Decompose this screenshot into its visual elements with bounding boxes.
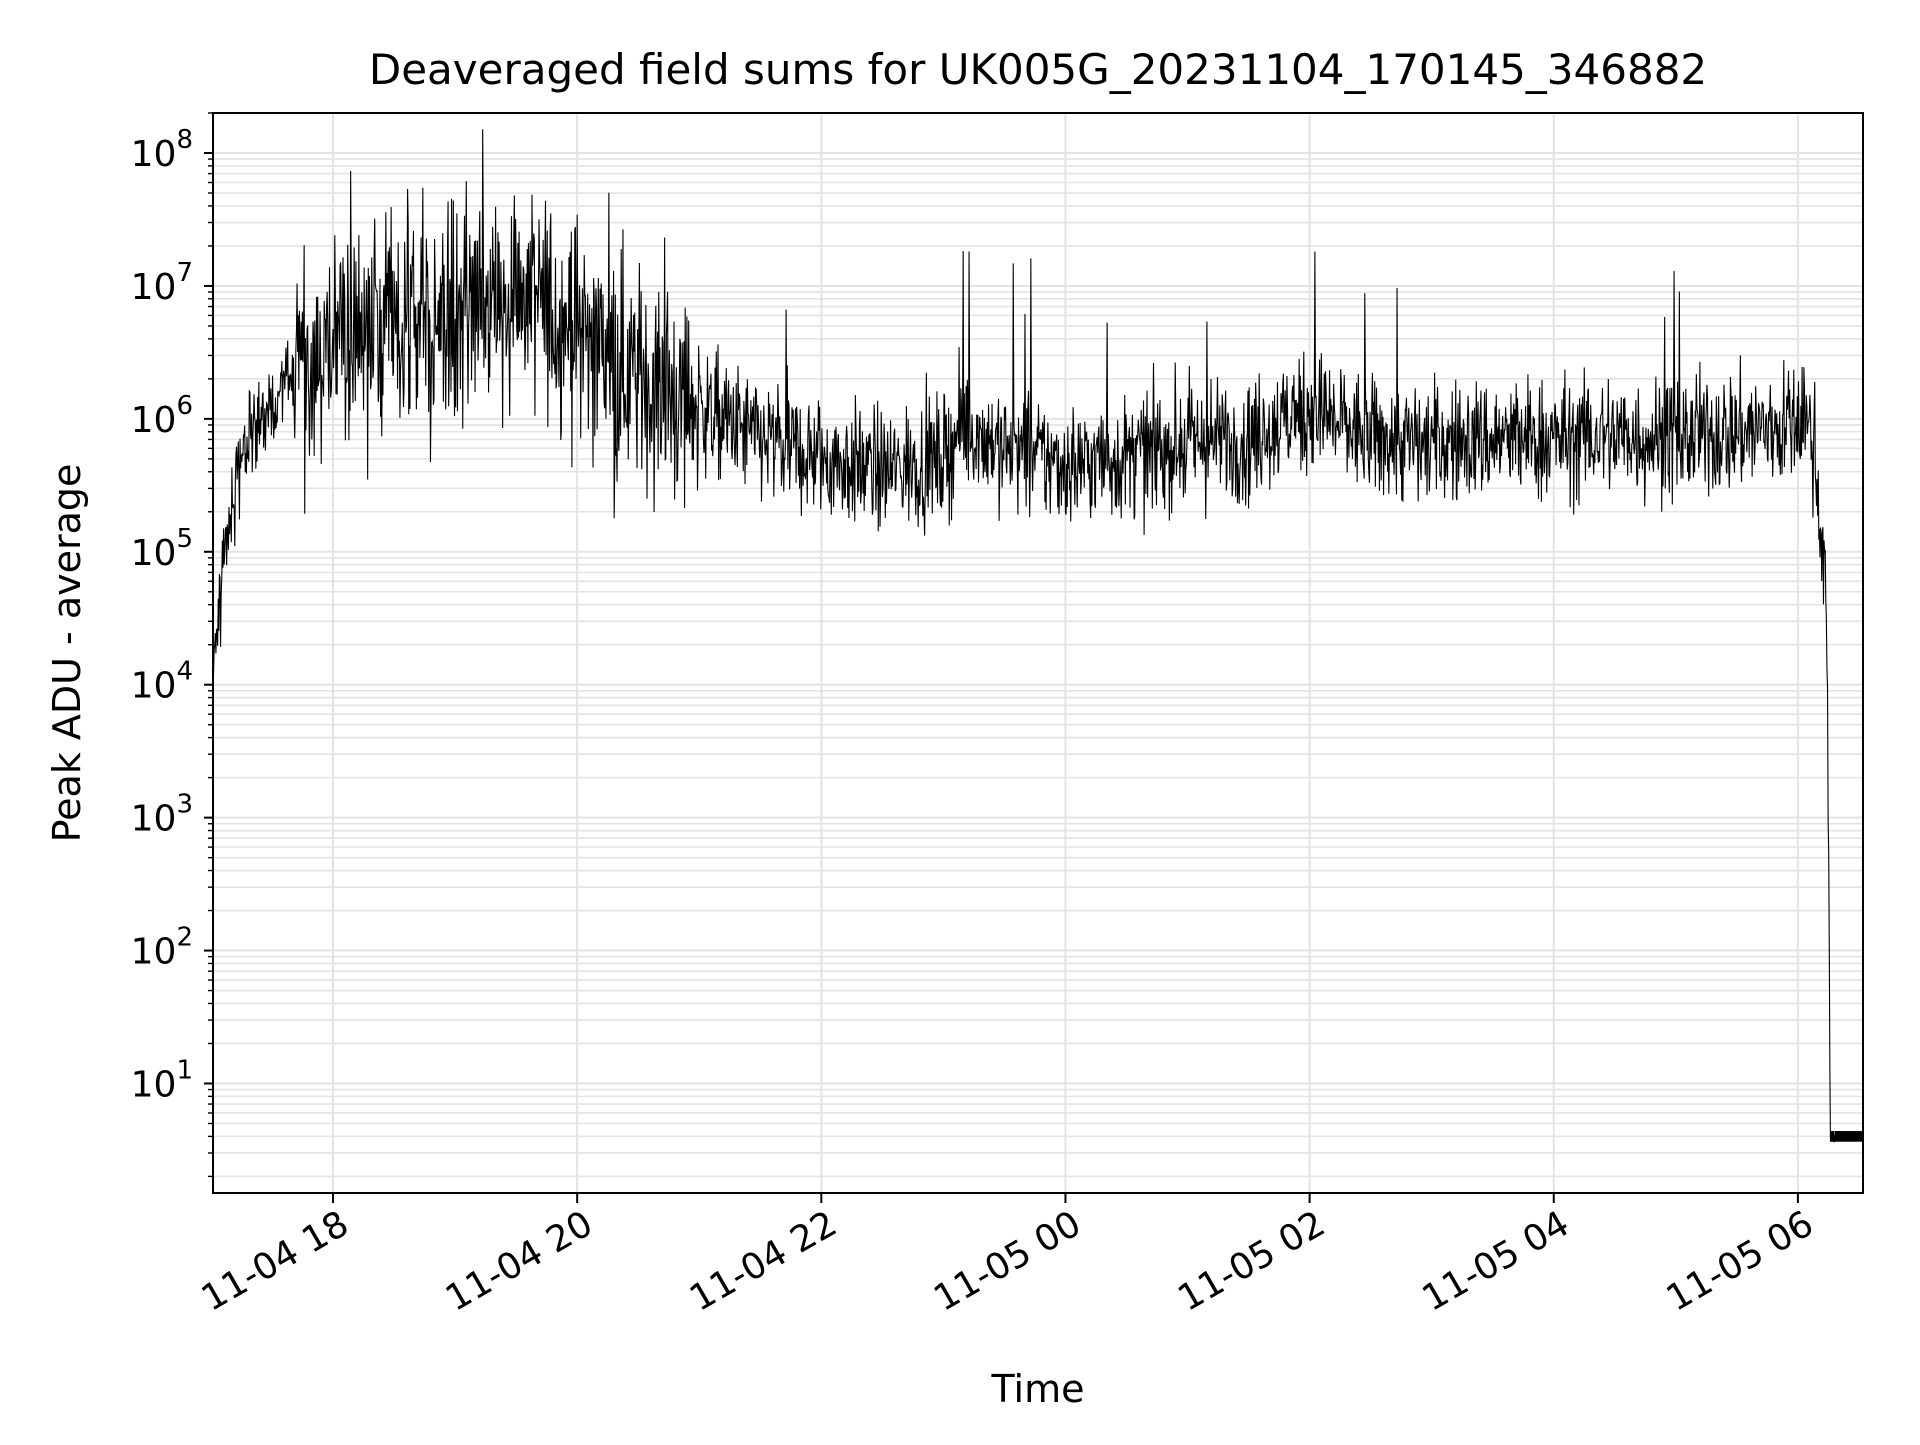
y-tick-label: 105: [131, 524, 193, 574]
y-tick-label: 102: [131, 923, 193, 973]
chart-title: Deaveraged field sums for UK005G_2023110…: [369, 45, 1707, 94]
series-line: [212, 129, 1864, 1143]
x-axis-label: Time: [991, 1367, 1085, 1411]
y-tick-label: 101: [131, 1055, 193, 1105]
y-tick-label: 106: [131, 391, 193, 441]
y-axis-label: Peak ADU - average: [45, 464, 89, 843]
y-tick-label: 108: [131, 125, 193, 175]
y-tick-label: 104: [131, 657, 193, 707]
y-tick-label: 103: [131, 790, 193, 840]
y-tick-label: 107: [131, 258, 193, 308]
plot-frame: [212, 112, 1864, 1194]
